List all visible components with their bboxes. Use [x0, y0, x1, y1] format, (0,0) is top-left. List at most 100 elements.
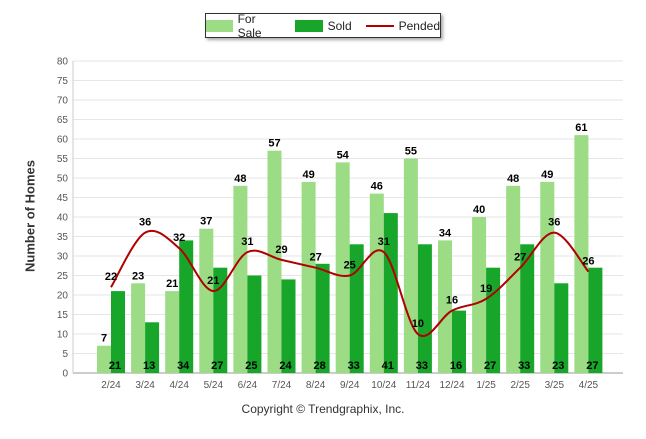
- data-label-for-sale: 40: [473, 204, 485, 216]
- data-label-pended: 10: [412, 318, 424, 330]
- data-label-for-sale: 49: [541, 169, 553, 181]
- data-label-pended: 16: [446, 295, 458, 307]
- y-tick-label: 10: [57, 330, 69, 341]
- legend-label-for-sale: For Sale: [237, 11, 262, 40]
- data-label-sold: 27: [211, 360, 223, 372]
- data-label-pended: 36: [548, 217, 560, 229]
- y-tick-label: 65: [57, 115, 69, 126]
- bar-sold: [315, 263, 330, 373]
- data-label-pended: 32: [173, 232, 185, 244]
- data-label-sold: 13: [143, 360, 155, 372]
- bar-sold: [111, 291, 125, 373]
- legend-swatch-sold: [294, 19, 323, 32]
- data-label-sold: 23: [552, 360, 564, 372]
- y-tick-label: 60: [57, 135, 69, 146]
- bar-for-sale: [369, 193, 384, 373]
- data-label-pended: 26: [582, 256, 594, 268]
- data-label-sold: 24: [279, 360, 292, 372]
- y-tick-label: 25: [57, 271, 69, 282]
- data-label-sold: 21: [109, 360, 121, 372]
- bar-for-sale: [97, 345, 111, 373]
- bar-sold: [588, 267, 603, 373]
- bar-for-sale: [233, 185, 248, 373]
- bar-sold: [145, 322, 160, 373]
- bar-for-sale: [540, 181, 555, 373]
- x-tick-label: 4/24: [169, 380, 189, 391]
- data-label-sold: 33: [416, 360, 428, 372]
- bar-sold: [349, 244, 364, 373]
- y-tick-label: 0: [62, 369, 68, 380]
- x-tick-label: 1/25: [476, 380, 496, 391]
- data-label-pended: 19: [480, 283, 492, 295]
- data-label-sold: 16: [450, 360, 462, 372]
- bar-sold: [452, 310, 466, 373]
- x-tick-label: 8/24: [306, 380, 326, 391]
- x-tick-label: 6/24: [238, 380, 258, 391]
- data-label-pended: 31: [241, 236, 253, 248]
- data-label-pended: 27: [514, 252, 526, 264]
- copyright-text: Copyright © Trendgraphix, Inc.: [241, 402, 405, 416]
- data-label-sold: 25: [245, 360, 257, 372]
- legend-item-sold[interactable]: Sold: [294, 18, 352, 33]
- data-label-for-sale: 46: [371, 181, 383, 193]
- x-tick-label: 12/24: [439, 380, 464, 391]
- data-label-for-sale: 37: [200, 216, 212, 228]
- bar-sold: [520, 244, 535, 373]
- y-tick-label: 75: [57, 76, 69, 87]
- y-tick-label: 5: [62, 349, 68, 360]
- data-label-sold: 27: [586, 360, 598, 372]
- legend-label-pended: Pended: [398, 18, 440, 33]
- bar-for-sale: [403, 158, 418, 373]
- data-label-sold: 33: [348, 360, 360, 372]
- data-label-for-sale: 55: [405, 146, 417, 158]
- data-label-for-sale: 61: [575, 122, 587, 134]
- data-label-sold: 33: [518, 360, 530, 372]
- data-label-for-sale: 48: [507, 173, 519, 185]
- data-label-sold: 34: [177, 360, 190, 372]
- y-axis-title: Number of Homes: [22, 160, 38, 272]
- legend-swatch-pended: [365, 24, 394, 27]
- y-tick-label: 55: [57, 154, 69, 165]
- x-tick-label: 2/25: [510, 380, 530, 391]
- data-label-pended: 21: [207, 275, 219, 287]
- y-tick-label: 80: [57, 57, 69, 68]
- legend-item-pended[interactable]: Pended: [365, 18, 440, 33]
- data-label-for-sale: 21: [166, 278, 178, 290]
- legend-item-for-sale[interactable]: For Sale: [206, 12, 281, 40]
- bar-for-sale: [574, 135, 589, 373]
- data-label-for-sale: 57: [268, 138, 280, 150]
- x-tick-label: 3/25: [545, 380, 565, 391]
- bar-sold: [383, 213, 398, 373]
- bar-sold: [554, 283, 569, 373]
- bar-for-sale: [267, 150, 282, 373]
- data-label-for-sale: 49: [302, 169, 314, 181]
- bar-sold: [486, 267, 501, 373]
- x-tick-label: 10/24: [371, 380, 396, 391]
- line-pended: [110, 229, 590, 338]
- data-label-pended: 36: [139, 217, 151, 229]
- bar-sold: [281, 279, 296, 373]
- bar-for-sale: [301, 181, 316, 373]
- bar-sold: [213, 267, 228, 373]
- data-label-sold: 27: [484, 360, 496, 372]
- data-label-for-sale: 7: [101, 333, 107, 345]
- y-tick-label: 35: [57, 232, 69, 243]
- x-tick-label: 2/24: [101, 380, 121, 391]
- y-tick-label: 30: [57, 252, 69, 263]
- bar-sold: [417, 244, 432, 373]
- data-label-pended: 31: [378, 236, 390, 248]
- bar-for-sale: [131, 283, 146, 373]
- x-tick-label: 9/24: [340, 380, 360, 391]
- x-tick-label: 3/24: [135, 380, 155, 391]
- data-label-for-sale: 34: [439, 227, 452, 239]
- data-label-pended: 25: [344, 260, 356, 272]
- bar-sold: [247, 275, 262, 373]
- data-label-pended: 22: [105, 271, 117, 283]
- y-tick-label: 15: [57, 310, 69, 321]
- legend-label-sold: Sold: [327, 18, 352, 33]
- bar-for-sale: [199, 228, 214, 373]
- bar-for-sale: [506, 185, 521, 373]
- data-label-for-sale: 48: [234, 173, 246, 185]
- x-tick-label: 4/25: [579, 380, 599, 391]
